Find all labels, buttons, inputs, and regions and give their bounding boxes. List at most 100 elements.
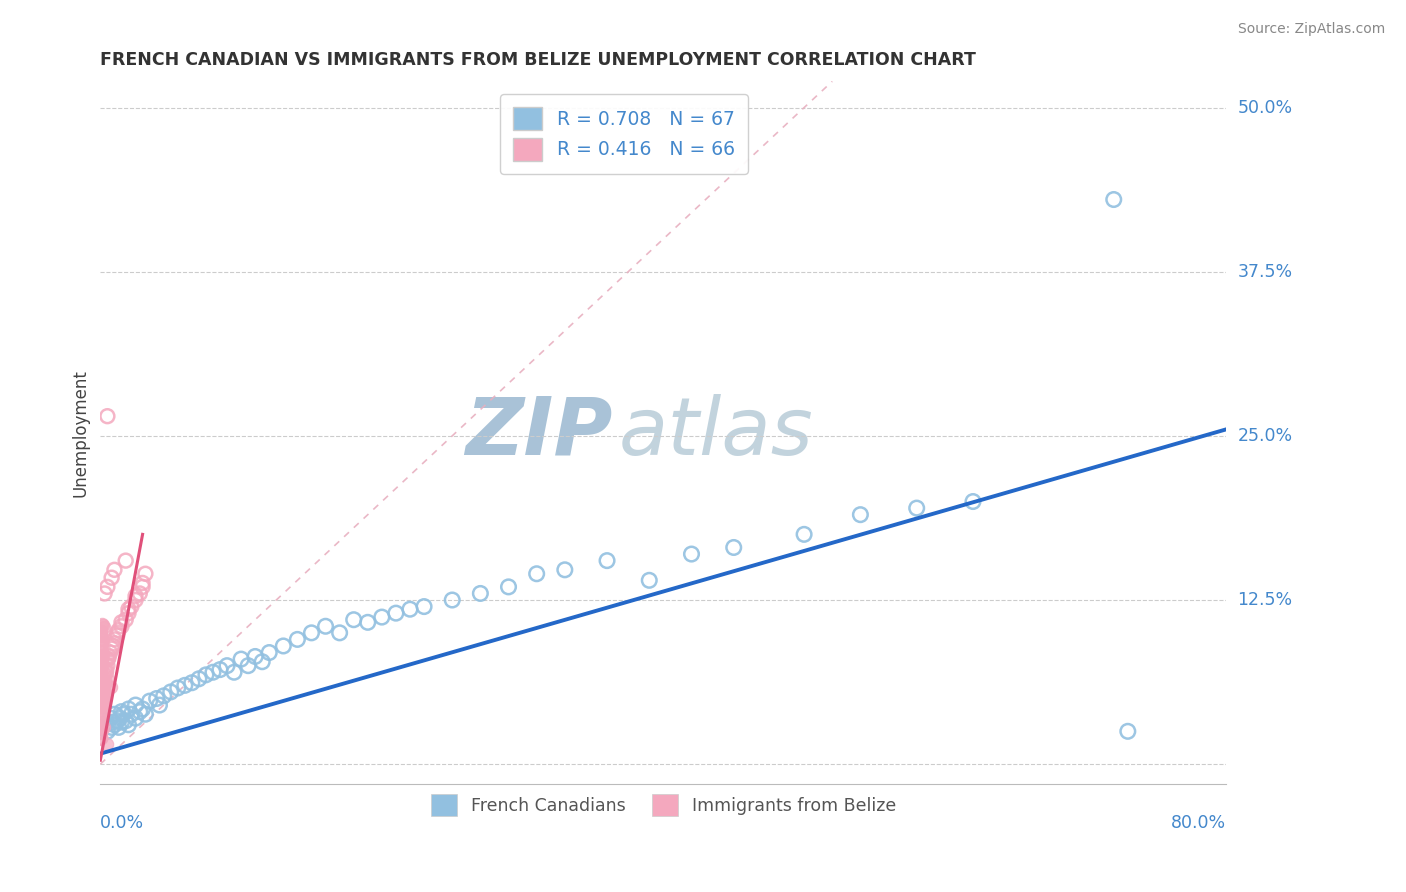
Point — [97, 672, 120, 686]
Text: 80.0%: 80.0% — [1171, 814, 1226, 832]
Point — [90, 698, 112, 712]
Point — [105, 628, 128, 642]
Point — [498, 580, 520, 594]
Point — [117, 702, 139, 716]
Point — [89, 685, 111, 699]
Point — [301, 625, 323, 640]
Point — [90, 686, 112, 700]
Point — [93, 693, 115, 707]
Point — [117, 602, 139, 616]
Point — [90, 681, 112, 695]
Point — [110, 705, 132, 719]
Point — [91, 721, 114, 735]
Point — [89, 639, 111, 653]
Point — [89, 672, 111, 686]
Point — [93, 685, 115, 699]
Point — [89, 707, 111, 722]
Point — [89, 628, 111, 642]
Point — [236, 658, 259, 673]
Point — [90, 700, 112, 714]
Point — [89, 691, 111, 706]
Point — [103, 636, 125, 650]
Point — [94, 677, 117, 691]
Point — [103, 563, 125, 577]
Point — [89, 625, 111, 640]
Point — [371, 610, 394, 624]
Point — [173, 678, 195, 692]
Point — [96, 737, 118, 751]
Point — [315, 619, 337, 633]
Point — [107, 624, 129, 638]
Point — [90, 708, 112, 723]
Point — [194, 668, 217, 682]
Point — [90, 714, 112, 729]
Point — [89, 724, 111, 739]
Point — [134, 707, 156, 722]
Text: atlas: atlas — [619, 393, 813, 472]
Point — [91, 648, 114, 663]
Point — [89, 705, 111, 719]
Point — [638, 574, 661, 588]
Point — [138, 694, 160, 708]
Point — [89, 698, 111, 712]
Point — [124, 593, 146, 607]
Point — [100, 641, 122, 656]
Point — [107, 720, 129, 734]
Point — [89, 652, 111, 666]
Point — [100, 720, 122, 734]
Point — [124, 711, 146, 725]
Point — [596, 553, 619, 567]
Point — [96, 658, 118, 673]
Point — [90, 698, 112, 713]
Text: 37.5%: 37.5% — [1237, 263, 1292, 281]
Point — [93, 720, 115, 734]
Point — [90, 726, 112, 740]
Point — [357, 615, 380, 630]
Point — [91, 618, 114, 632]
Point — [91, 656, 114, 670]
Point — [91, 680, 114, 694]
Point — [128, 586, 150, 600]
Point — [329, 625, 352, 640]
Point — [849, 508, 872, 522]
Point — [90, 731, 112, 745]
Point — [96, 724, 118, 739]
Point — [441, 593, 464, 607]
Point — [90, 645, 112, 659]
Point — [110, 619, 132, 633]
Point — [97, 649, 120, 664]
Point — [89, 655, 111, 669]
Point — [1102, 193, 1125, 207]
Point — [100, 571, 122, 585]
Point — [96, 652, 118, 666]
Point — [96, 580, 118, 594]
Point — [399, 602, 422, 616]
Point — [89, 641, 111, 656]
Point — [93, 586, 115, 600]
Point — [134, 566, 156, 581]
Point — [385, 606, 408, 620]
Point — [91, 686, 114, 700]
Point — [108, 711, 131, 725]
Point — [120, 707, 142, 722]
Point — [93, 668, 115, 682]
Point — [1116, 724, 1139, 739]
Point — [124, 698, 146, 712]
Point — [723, 541, 745, 555]
Point — [91, 679, 114, 693]
Point — [273, 639, 295, 653]
Point — [103, 718, 125, 732]
Point — [91, 698, 114, 713]
Point — [117, 606, 139, 620]
Point — [93, 632, 115, 646]
Point — [91, 678, 114, 692]
Point — [89, 678, 111, 692]
Point — [96, 664, 118, 678]
Text: ZIP: ZIP — [465, 393, 613, 472]
Point — [250, 655, 273, 669]
Point — [117, 718, 139, 732]
Point — [91, 645, 114, 659]
Point — [94, 684, 117, 698]
Point — [90, 695, 112, 709]
Point — [159, 685, 181, 699]
